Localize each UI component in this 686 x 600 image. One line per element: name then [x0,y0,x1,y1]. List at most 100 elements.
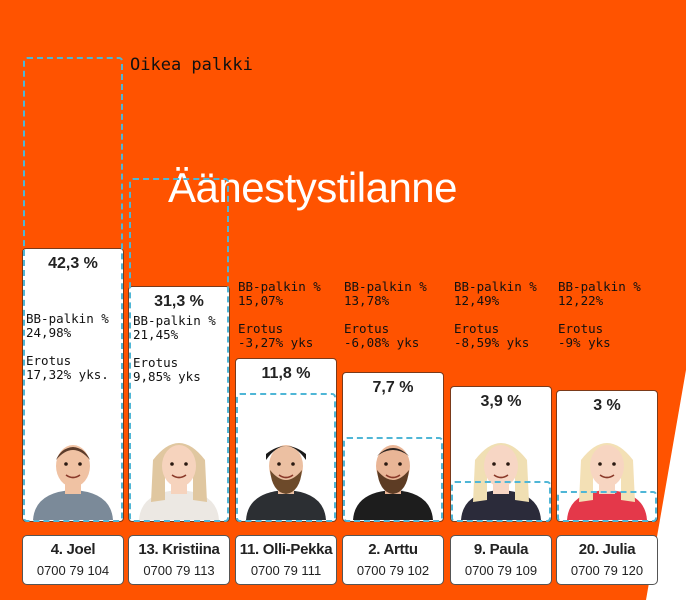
bar-value-label: 3,9 % [480,393,522,410]
spacer [26,340,109,354]
bb-value: 21,45% [133,327,179,342]
bar-value-label: 31,3 % [154,293,204,310]
annotation-label: Oikea palkki [130,55,253,75]
spacer [133,342,216,356]
contestant-card: 13. Kristiina 0700 79 113 [128,535,230,585]
bb-label: BB-palkin % [344,279,427,294]
spacer [344,308,427,322]
diff-label: Erotus [26,353,72,368]
beanie [266,446,306,460]
bar-value-label: 42,3 % [48,255,98,272]
contestant-phone: 0700 79 113 [143,563,215,578]
contestant-phone: 0700 79 120 [570,563,644,578]
mouth [493,474,509,479]
bar-value-label: 11,8 % [261,365,311,382]
face [376,445,410,487]
mouth [385,474,401,479]
diff-label: Erotus [454,321,500,336]
bb-annotation: BB-palkin % 21,45% Erotus 9,85% yks [133,314,216,384]
bb-value: 24,98% [26,325,72,340]
bb-label: BB-palkin % [26,311,109,326]
spacer [238,308,321,322]
diff-value: 17,32% yks. [26,367,109,382]
eye [398,462,402,466]
eye [598,462,602,466]
mouth [599,474,615,479]
bb-value: 12,22% [558,293,604,308]
eye [170,462,174,466]
page-title: Äänestystilanne [168,164,458,211]
contestant-card: 20. Julia 0700 79 120 [556,535,658,585]
bb-annotation: BB-palkin % 12,22% Erotus -9% yks [558,280,641,350]
contestant-card: 4. Joel 0700 79 104 [22,535,124,585]
portrait [139,443,219,520]
bar: 31,3 % [128,286,230,522]
eye [78,462,82,466]
diff-label: Erotus [238,321,284,336]
contestant-phone: 0700 79 102 [356,563,430,578]
portrait [461,443,541,520]
face [484,445,518,487]
contestant-name: 20. Julia [578,541,636,558]
contestant-name: 9. Paula [473,541,529,558]
bb-annotation: BB-palkin % 12,49% Erotus -8,59% yks [454,280,537,350]
bb-label: BB-palkin % [454,279,537,294]
bb-value: 12,49% [454,293,500,308]
bar-value-label: 3 % [593,397,621,414]
contestant-phone: 0700 79 109 [464,563,538,578]
right-bar-outline [451,481,551,522]
diff-value: 9,85% yks [133,369,201,384]
contestant-name: 11. Olli-Pekka [239,541,333,558]
hair [377,448,409,456]
mouth [65,474,81,479]
contestant-name: 4. Joel [50,541,96,558]
right-bar-outline [23,57,123,522]
contestant-phone: 0700 79 104 [36,563,110,578]
bar-value-label: 7,7 % [372,379,414,396]
contestant-name: 2. Arttu [368,541,418,558]
face [590,445,624,487]
face [162,445,196,487]
eye [384,462,388,466]
beard [270,470,302,494]
eye [291,462,295,466]
bb-annotation: BB-palkin % 24,98% Erotus 17,32% yks. [26,312,109,382]
diff-label: Erotus [133,355,179,370]
portrait [246,445,326,520]
bb-label: BB-palkin % [133,313,216,328]
eye [612,462,616,466]
bb-annotation: BB-palkin % 13,78% Erotus -6,08% yks [344,280,427,350]
eye [492,462,496,466]
diff-label: Erotus [344,321,390,336]
bb-annotation: BB-palkin % 15,07% Erotus -3,27% yks [238,280,321,350]
diff-value: -8,59% yks [454,335,530,350]
mouth [171,474,187,479]
right-bar-outline [129,178,229,522]
face [269,445,303,487]
diff-label: Erotus [558,321,604,336]
portrait [567,443,647,520]
right-bar-outline [236,393,336,522]
portrait [353,445,433,520]
bb-label: BB-palkin % [238,279,321,294]
eye [184,462,188,466]
right-bar-outline [343,437,443,522]
bb-value: 13,78% [344,293,390,308]
bb-value: 15,07% [238,293,284,308]
eye [277,462,281,466]
shoulders [246,490,326,520]
shoulders [33,490,113,520]
contestant-phone: 0700 79 111 [250,563,322,578]
contestant-card: 11. Olli-Pekka 0700 79 111 [235,535,337,585]
beard [377,470,409,494]
diff-value: -6,08% yks [344,335,420,350]
eye [506,462,510,466]
hair [56,447,90,460]
diff-value: -3,27% yks [238,335,314,350]
mouth [278,474,294,479]
spacer [454,308,537,322]
portrait [33,445,113,520]
face [56,445,90,487]
spacer [558,308,641,322]
contestant-card: 2. Arttu 0700 79 102 [342,535,444,585]
